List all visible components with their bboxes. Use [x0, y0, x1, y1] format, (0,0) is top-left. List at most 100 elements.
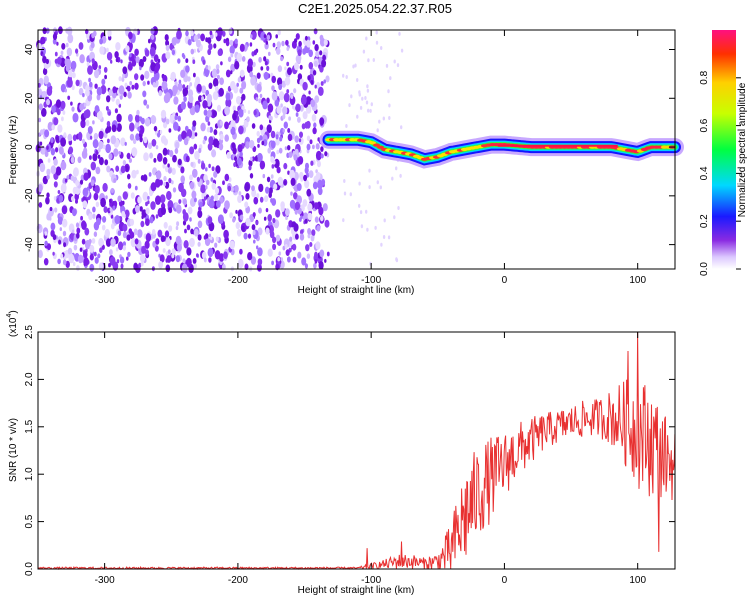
noise-speckle: [83, 102, 87, 108]
noise-speckle: [360, 224, 364, 229]
noise-speckle: [71, 208, 77, 217]
noise-speckle: [208, 43, 213, 51]
noise-speckle: [165, 264, 171, 273]
noise-speckle: [46, 192, 50, 198]
noise-speckle: [293, 88, 297, 94]
noise-speckle: [257, 152, 263, 163]
noise-speckle: [173, 96, 179, 105]
noise-speckle: [138, 262, 142, 268]
noise-speckle: [216, 68, 220, 74]
noise-speckle: [313, 122, 317, 128]
snr-multiplier-base: (x10: [8, 317, 19, 337]
noise-speckle: [89, 135, 93, 140]
noise-speckle: [286, 61, 290, 67]
noise-speckle: [180, 166, 185, 174]
noise-speckle: [196, 176, 200, 182]
noise-speckle: [99, 46, 105, 55]
noise-speckle: [300, 229, 304, 235]
noise-speckle: [95, 166, 101, 175]
noise-speckle: [55, 166, 62, 176]
noise-speckle: [159, 129, 163, 135]
noise-speckle: [60, 161, 67, 171]
noise-speckle: [183, 137, 189, 146]
noise-speckle: [277, 176, 284, 186]
noise-speckle: [174, 81, 178, 87]
noise-speckle: [194, 150, 200, 160]
noise-speckle: [211, 149, 217, 158]
noise-speckle: [75, 79, 80, 87]
noise-speckle: [139, 136, 143, 143]
noise-speckle: [255, 221, 259, 226]
noise-speckle: [320, 146, 324, 152]
noise-speckle: [98, 140, 104, 150]
noise-speckle: [144, 117, 151, 127]
noise-speckle: [127, 91, 132, 99]
noise-speckle: [81, 138, 86, 144]
noise-speckle: [378, 119, 381, 124]
noise-speckle: [318, 206, 324, 216]
noise-speckle: [224, 121, 229, 130]
spectrogram-frame: [37, 29, 676, 270]
noise-speckle: [234, 60, 240, 70]
noise-speckle: [354, 63, 357, 68]
noise-speckle: [165, 44, 170, 52]
noise-speckle: [285, 39, 289, 46]
noise-speckle: [307, 212, 313, 221]
noise-speckle: [207, 142, 213, 151]
noise-speckle: [120, 59, 123, 64]
noise-speckle: [176, 30, 182, 40]
noise-speckle: [157, 152, 163, 162]
noise-speckle: [52, 38, 57, 45]
noise-speckle: [317, 187, 323, 196]
noise-speckle: [304, 179, 310, 189]
noise-speckle: [272, 160, 276, 165]
noise-speckle: [92, 120, 95, 125]
noise-speckle: [170, 71, 176, 81]
noise-speckle: [142, 90, 147, 98]
noise-speckle: [83, 172, 89, 181]
noise-speckle: [37, 184, 43, 193]
noise-speckle: [314, 60, 318, 67]
noise-speckle: [239, 69, 245, 78]
noise-speckle: [66, 47, 73, 57]
noise-speckle: [70, 60, 77, 70]
noise-speckle: [165, 51, 171, 60]
noise-speckle: [318, 261, 324, 270]
noise-speckle: [122, 231, 127, 239]
noise-speckle: [389, 76, 392, 81]
noise-speckle: [135, 230, 139, 235]
noise-speckle: [83, 257, 89, 266]
colorbar-tick-label: 0.2: [699, 214, 710, 228]
noise-speckle: [94, 257, 99, 264]
noise-speckle: [107, 138, 110, 144]
noise-speckle: [114, 108, 118, 114]
noise-speckle: [312, 144, 315, 150]
noise-speckle: [122, 223, 128, 232]
noise-speckle: [201, 85, 207, 94]
noise-speckle: [108, 263, 111, 268]
y-tick-label: 1.0: [24, 467, 35, 481]
noise-speckle: [387, 89, 390, 94]
noise-speckle: [168, 128, 172, 133]
noise-speckle: [116, 123, 122, 132]
noise-speckle: [168, 177, 172, 184]
noise-speckle: [205, 185, 208, 190]
noise-speckle: [250, 34, 253, 39]
noise-speckle: [93, 192, 99, 201]
noise-speckle: [219, 77, 225, 85]
noise-speckle: [238, 125, 244, 135]
noise-speckle: [177, 158, 182, 166]
snr-x-ticks: -300 -200 -100 0 100: [95, 332, 646, 586]
noise-speckle: [95, 201, 100, 208]
noise-speckle: [112, 86, 117, 94]
noise-speckle: [67, 247, 73, 255]
noise-speckle: [72, 229, 75, 234]
noise-speckle: [271, 75, 277, 84]
noise-speckle: [53, 181, 58, 188]
x-tick-label: 100: [629, 575, 646, 586]
ridge-core: [369, 141, 376, 145]
noise-speckle: [161, 207, 166, 215]
noise-speckle: [272, 42, 276, 48]
noise-speckle: [317, 160, 321, 168]
